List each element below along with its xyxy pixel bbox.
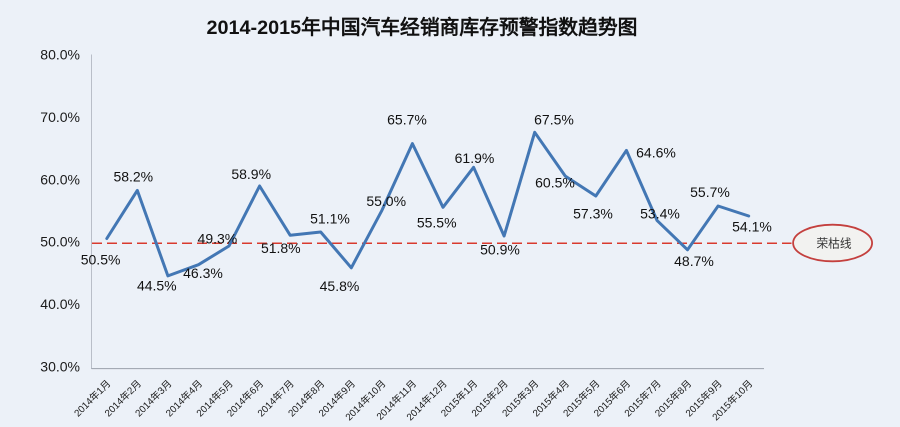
- svg-text:40.0%: 40.0%: [40, 296, 80, 312]
- svg-text:61.9%: 61.9%: [455, 150, 495, 166]
- svg-text:70.0%: 70.0%: [40, 109, 80, 125]
- svg-text:荣枯线: 荣枯线: [816, 237, 851, 251]
- svg-text:58.2%: 58.2%: [113, 168, 153, 184]
- svg-text:46.3%: 46.3%: [183, 265, 223, 281]
- svg-text:53.4%: 53.4%: [640, 206, 680, 222]
- svg-text:2014-2015年中国汽车经销商库存预警指数趋势图: 2014-2015年中国汽车经销商库存预警指数趋势图: [207, 16, 638, 39]
- svg-text:80.0%: 80.0%: [40, 46, 80, 62]
- svg-text:60.0%: 60.0%: [40, 171, 80, 187]
- svg-text:60.5%: 60.5%: [535, 175, 575, 191]
- svg-text:65.7%: 65.7%: [387, 112, 427, 128]
- svg-text:54.1%: 54.1%: [732, 219, 772, 235]
- svg-text:51.1%: 51.1%: [310, 210, 350, 226]
- svg-text:57.3%: 57.3%: [573, 205, 613, 221]
- svg-text:30.0%: 30.0%: [40, 358, 80, 374]
- svg-text:50.0%: 50.0%: [40, 234, 80, 250]
- svg-text:55.5%: 55.5%: [417, 215, 457, 231]
- svg-text:64.6%: 64.6%: [636, 144, 676, 160]
- svg-text:44.5%: 44.5%: [137, 277, 177, 293]
- svg-text:58.9%: 58.9%: [231, 166, 271, 182]
- svg-text:48.7%: 48.7%: [674, 253, 714, 269]
- svg-text:50.5%: 50.5%: [81, 252, 121, 268]
- svg-text:55.0%: 55.0%: [366, 193, 406, 209]
- svg-text:50.9%: 50.9%: [480, 242, 520, 258]
- svg-text:45.8%: 45.8%: [320, 278, 360, 294]
- svg-text:49.3%: 49.3%: [198, 230, 238, 246]
- svg-text:67.5%: 67.5%: [534, 112, 574, 128]
- svg-text:51.8%: 51.8%: [261, 240, 301, 256]
- svg-text:55.7%: 55.7%: [690, 184, 730, 200]
